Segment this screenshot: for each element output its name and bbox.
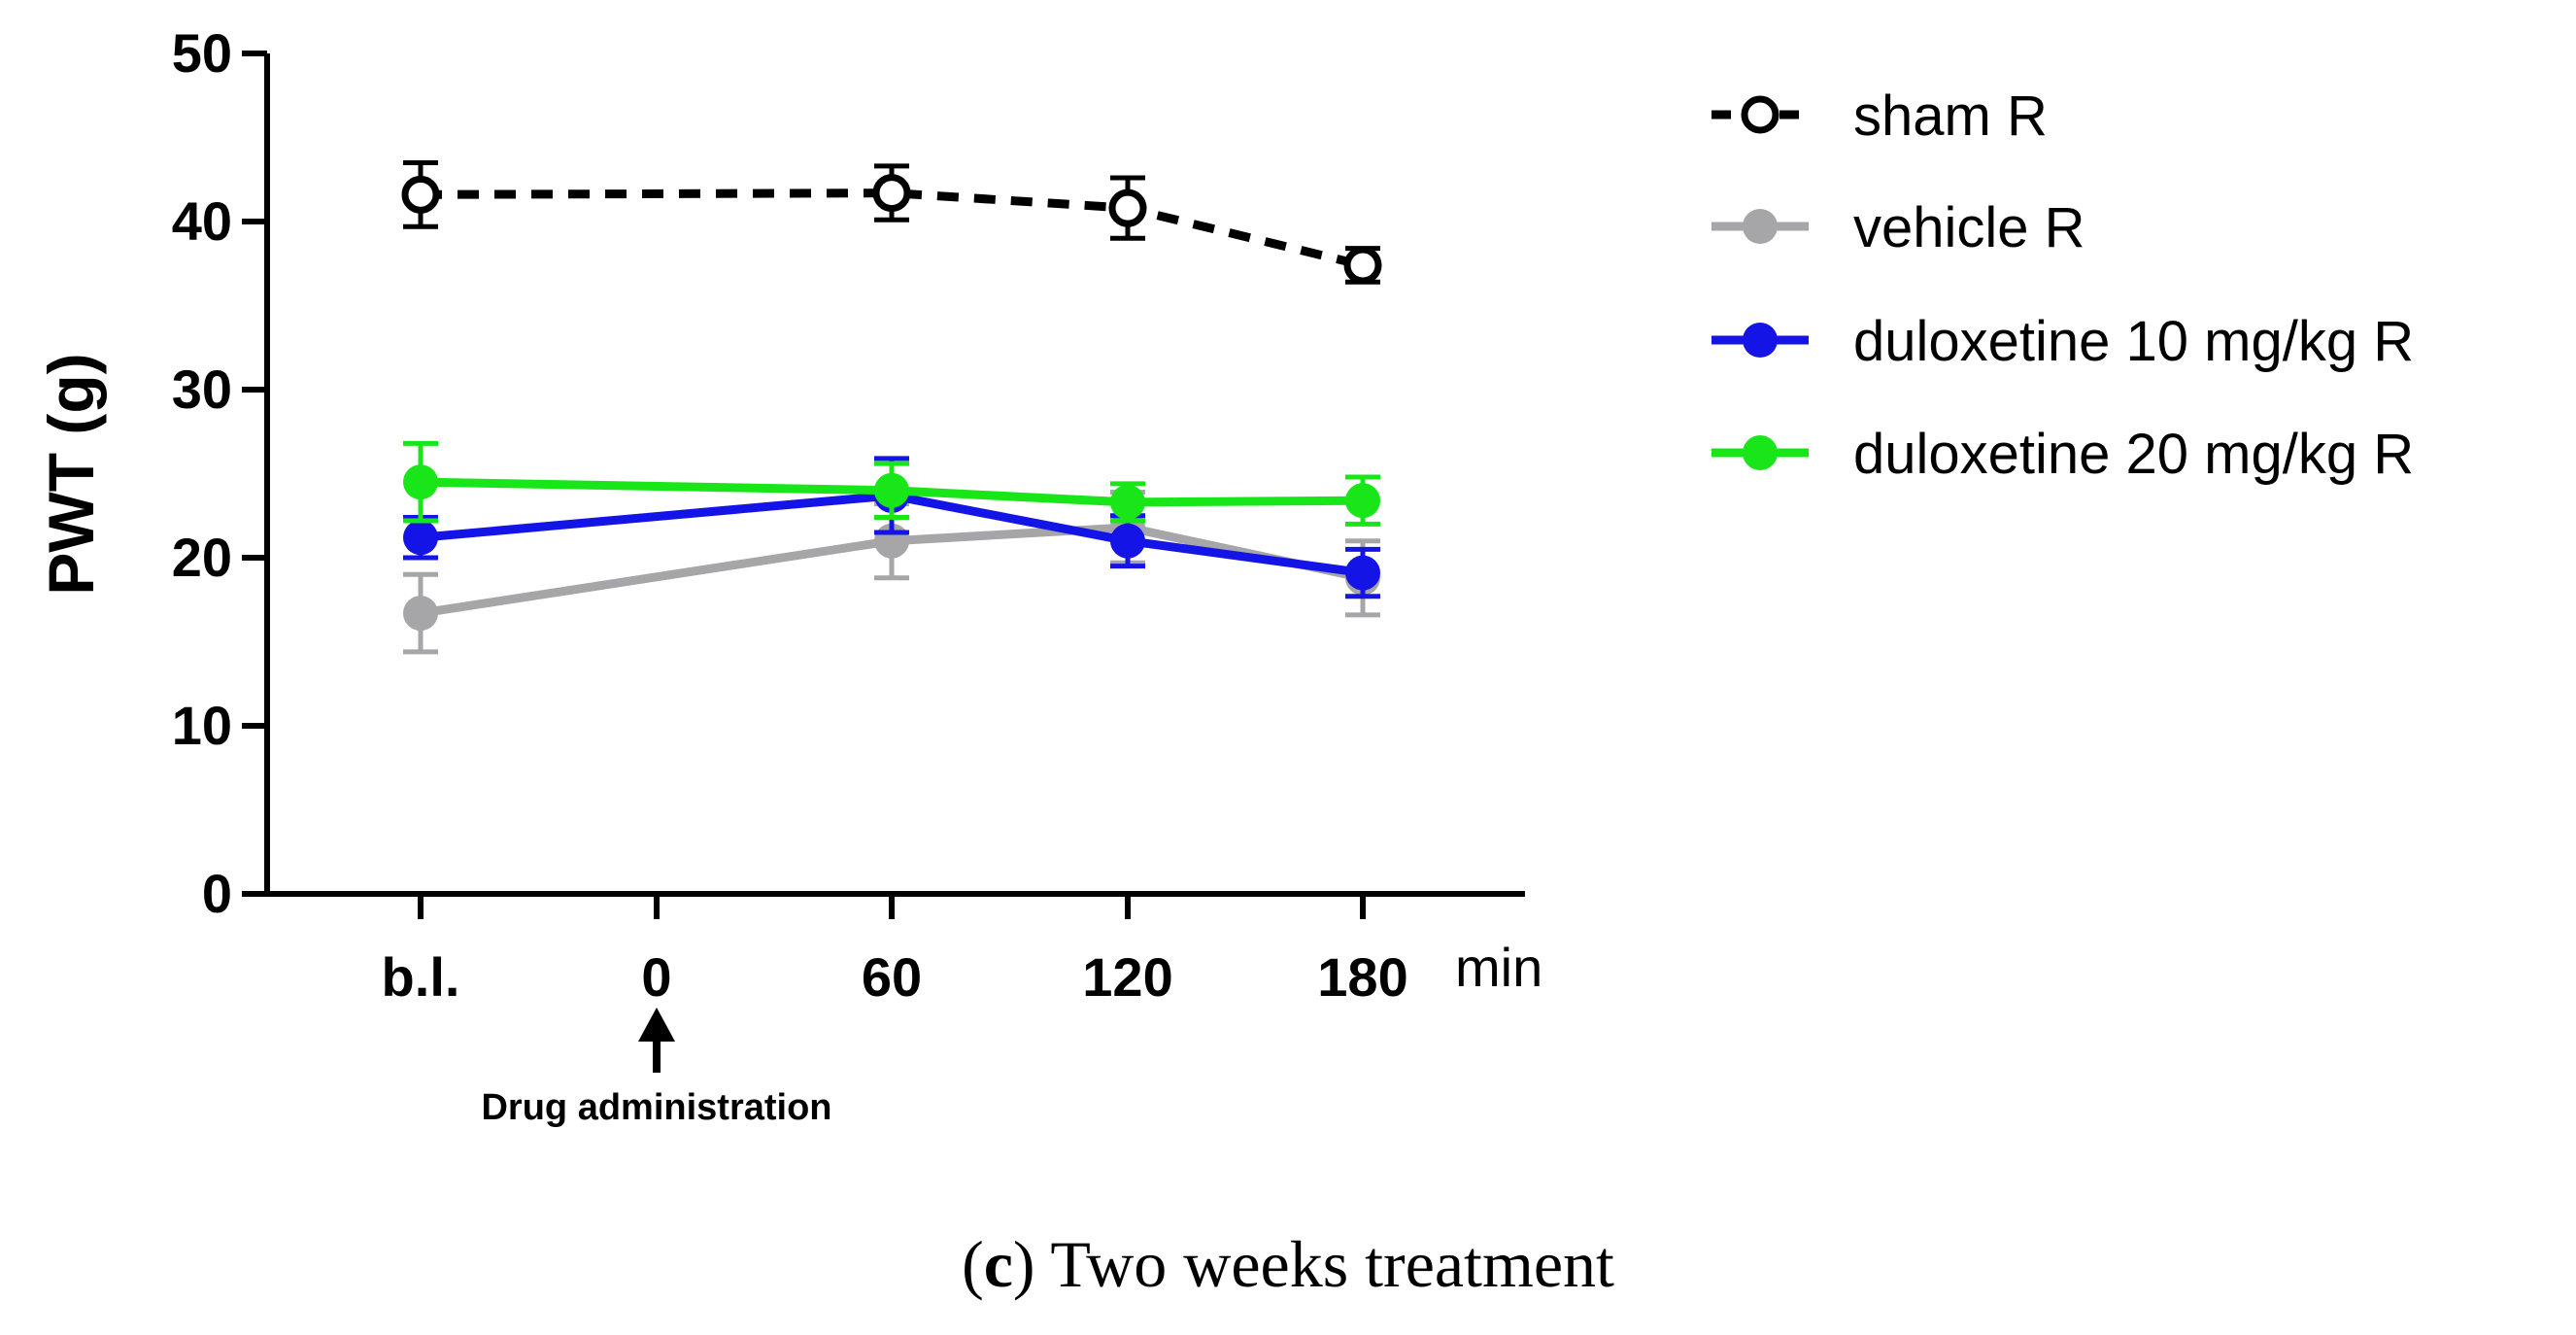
y-tick-label: 40 [172,190,232,252]
series-line [420,477,1364,507]
legend-marker [1743,209,1778,244]
drug-arrow-head [638,1008,675,1042]
x-tick-label: 0 [641,946,671,1008]
legend-label: sham R [1853,85,2048,148]
data-point [1110,523,1145,559]
series-line [420,491,1364,578]
data-point [403,464,438,500]
x-tick-label: 180 [1317,946,1407,1008]
series-line [420,188,1365,270]
caption-text: Two weeks treatment [1050,1227,1614,1301]
x-tick-label: b.l. [382,946,460,1008]
drug-administration-label: Drug administration [481,1087,831,1128]
y-tick-label: 0 [202,863,232,924]
data-point [1345,555,1380,591]
x-tick-label: 60 [862,946,922,1008]
legend-label: duloxetine 10 mg/kg R [1853,310,2414,373]
data-point [1345,483,1380,519]
x-tick-label: 120 [1082,946,1172,1008]
y-axis-title: PWT (g) [35,353,107,595]
data-point [1110,484,1145,520]
legend-marker [1741,95,1779,134]
y-tick-label: 30 [172,359,232,420]
data-point [1343,246,1382,285]
y-tick-label: 50 [172,22,232,84]
legend-label: vehicle R [1853,196,2085,259]
data-point [872,174,911,213]
y-tick-label: 10 [172,695,232,756]
data-point [1108,188,1147,227]
legend-label: duloxetine 20 mg/kg R [1853,423,2414,486]
legend-marker [1743,323,1778,358]
figure-caption: (c) Two weeks treatment [962,1227,1614,1301]
x-unit-label: min [1455,937,1542,998]
data-point [401,175,440,214]
data-point [874,472,909,508]
y-tick-label: 20 [172,527,232,588]
legend-marker [1743,435,1778,470]
caption-letter: c [983,1227,1013,1301]
data-point [403,596,438,632]
data-point [403,520,438,556]
